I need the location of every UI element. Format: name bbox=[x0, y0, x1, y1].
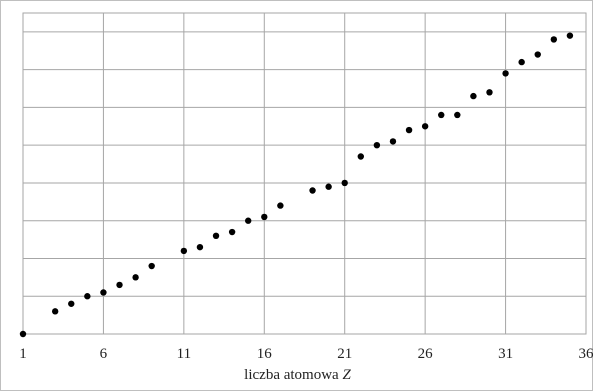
data-point bbox=[406, 127, 412, 133]
data-point bbox=[502, 70, 508, 76]
data-point bbox=[68, 301, 74, 307]
data-point bbox=[213, 233, 219, 239]
data-point bbox=[342, 180, 348, 186]
x-tick-label: 21 bbox=[337, 346, 352, 362]
plot-area-frame bbox=[23, 13, 586, 334]
data-point bbox=[245, 218, 251, 224]
data-point bbox=[567, 32, 573, 38]
data-point bbox=[100, 289, 106, 295]
data-point bbox=[518, 59, 524, 65]
data-point bbox=[309, 187, 315, 193]
data-point bbox=[116, 282, 122, 288]
x-axis-label-text: liczba atomowa bbox=[244, 367, 339, 383]
x-tick-label: 11 bbox=[177, 346, 191, 362]
data-point bbox=[84, 293, 90, 299]
x-tick-label: 6 bbox=[100, 346, 108, 362]
data-point bbox=[422, 123, 428, 129]
data-point bbox=[390, 138, 396, 144]
data-point bbox=[52, 308, 58, 314]
data-point bbox=[374, 142, 380, 148]
x-tick-label: 26 bbox=[418, 346, 434, 362]
data-point bbox=[148, 263, 154, 269]
data-point bbox=[454, 112, 460, 118]
data-points bbox=[20, 32, 573, 337]
data-point bbox=[535, 51, 541, 57]
data-point bbox=[438, 112, 444, 118]
x-axis-label-variable: Z bbox=[342, 367, 350, 383]
data-point bbox=[181, 248, 187, 254]
data-point bbox=[20, 331, 26, 337]
data-point bbox=[551, 36, 557, 42]
data-point bbox=[277, 202, 283, 208]
data-point bbox=[229, 229, 235, 235]
data-point bbox=[132, 274, 138, 280]
data-point bbox=[358, 153, 364, 159]
x-tick-label: 1 bbox=[19, 346, 27, 362]
x-axis-label: liczba atomowa Z bbox=[1, 367, 593, 384]
data-point bbox=[486, 89, 492, 95]
data-point bbox=[197, 244, 203, 250]
data-point bbox=[261, 214, 267, 220]
data-point bbox=[325, 184, 331, 190]
data-point bbox=[470, 93, 476, 99]
grid bbox=[23, 13, 586, 334]
x-tick-label: 36 bbox=[579, 346, 593, 362]
x-tick-label: 31 bbox=[498, 346, 513, 362]
x-tick-label: 16 bbox=[257, 346, 273, 362]
